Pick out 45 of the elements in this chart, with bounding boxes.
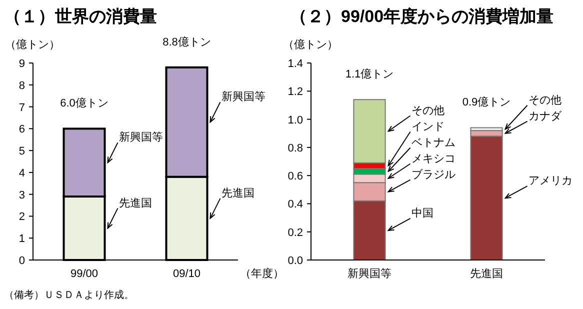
total-label: 8.8億トン: [162, 35, 211, 48]
y-tick-label: 6: [18, 124, 25, 136]
total-label: 1.1億トン: [345, 68, 394, 81]
text: ベトナム: [411, 136, 456, 149]
x-axis-title: （年度）: [240, 267, 284, 280]
chart-title: （２）99/00年度からの消費増加量: [290, 6, 554, 26]
y-tick-label: 4: [18, 167, 25, 180]
y-tick-label: 3: [18, 189, 25, 202]
y-tick-label: 5: [18, 146, 25, 158]
y-tick-label: 0.8: [288, 142, 303, 154]
y-tick-label: 1.2: [288, 86, 303, 98]
chart-title: （１）世界の消費量: [4, 7, 157, 26]
x-tick-label: 新興国等: [348, 267, 392, 280]
x-tick-label: 先進国: [470, 267, 503, 280]
text: 先進国: [221, 187, 254, 200]
x-tick-label: 99/00: [70, 268, 98, 280]
y-tick-label: 2: [18, 211, 25, 224]
y-tick-label: 8: [18, 80, 25, 92]
x-tick-label: 09/10: [172, 268, 201, 280]
text: その他: [411, 104, 444, 117]
y-tick-label: 1.0: [288, 114, 303, 126]
y-tick-label: 1.4: [288, 58, 303, 70]
y-axis-title: （億トン）: [283, 38, 338, 51]
text: メキシコ: [411, 152, 456, 165]
y-tick-label: 0.0: [288, 255, 303, 267]
y-axis-title: （億トン）: [5, 38, 60, 51]
text: アメリカ: [528, 175, 572, 188]
series-label: 新興国等: [118, 130, 163, 144]
text: （備考）ＵＳＤＡより作成。: [4, 289, 134, 301]
text: 中国: [411, 206, 434, 220]
total-label: 6.0億トン: [60, 96, 108, 110]
series-label: 先進国: [118, 196, 152, 210]
y-tick-label: 7: [18, 102, 25, 114]
text: 新興国等: [221, 91, 266, 104]
y-tick-label: 0.6: [288, 170, 303, 183]
y-tick-label: 9: [18, 58, 25, 70]
text: ブラジル: [411, 168, 456, 181]
text: インド: [411, 120, 444, 133]
y-tick-label: 0.4: [288, 198, 303, 211]
y-tick-label: 0: [18, 255, 25, 267]
text: カナダ: [528, 110, 562, 122]
text: その他: [528, 94, 562, 106]
y-tick-label: 0.2: [288, 226, 303, 239]
y-tick-label: 1: [18, 233, 25, 246]
total-label: 0.9億トン: [462, 96, 511, 109]
